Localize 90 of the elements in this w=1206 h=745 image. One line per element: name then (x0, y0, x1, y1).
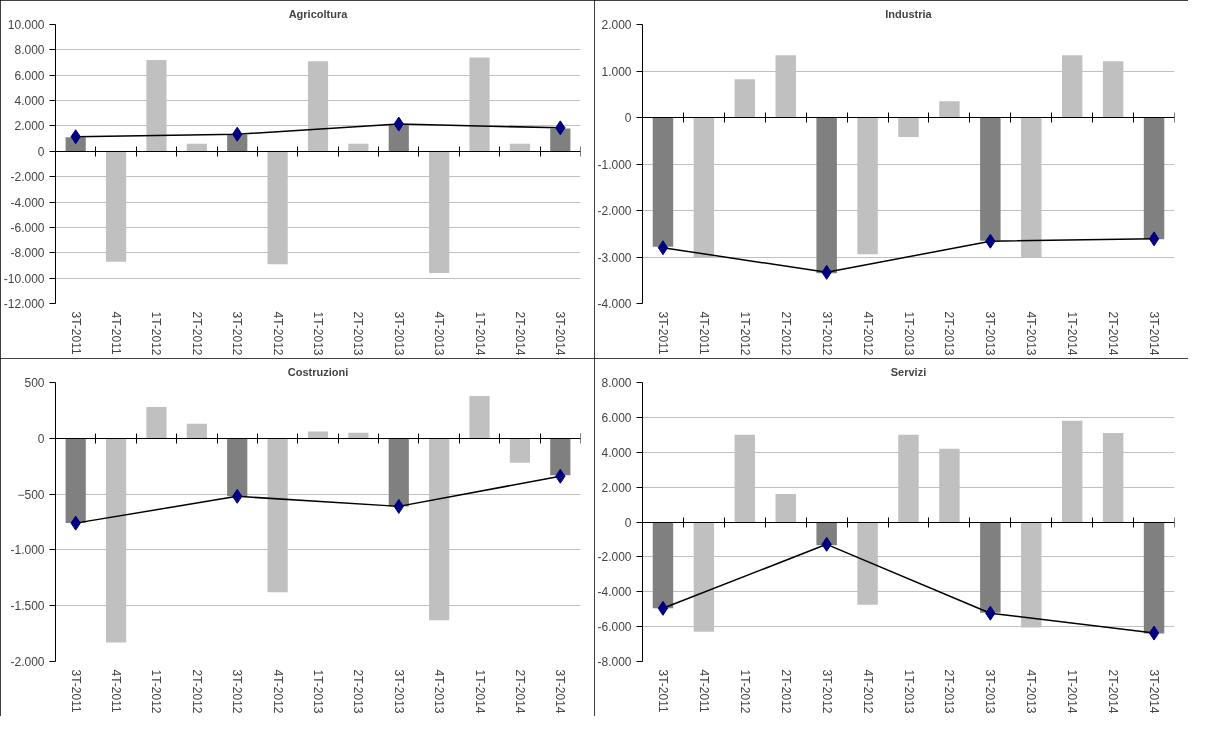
y-tick-label: 4.000 (601, 445, 632, 460)
y-tick-label: −500 (17, 487, 45, 502)
x-tick-label: 3T-2014 (1147, 669, 1162, 714)
y-tick-label: 0 (37, 144, 45, 159)
x-tick-label: 2T-2012 (189, 311, 204, 356)
chart-title: Agricoltura (288, 7, 349, 20)
x-tick-label: 3T-2011 (655, 311, 670, 355)
x-tick-label: 3T-2011 (655, 669, 670, 713)
x-tick-label: 1T-2014 (472, 669, 487, 714)
x-tick-label: 4T-2013 (1024, 669, 1039, 714)
x-tick-label: 1T-2013 (901, 311, 916, 356)
x-tick-label: 1T-2012 (737, 669, 752, 714)
x-tick-label: 1T-2012 (737, 311, 752, 356)
y-tick-label: 10.000 (7, 18, 45, 32)
y-tick-label: 500 (24, 376, 45, 390)
y-tick-label: 0 (624, 111, 632, 125)
x-tick-label: 3T-2011 (68, 669, 83, 713)
x-tick-label: 3T-2014 (553, 669, 568, 714)
x-tick-label: 2T-2012 (778, 311, 793, 356)
y-tick-label: -2.000 (597, 550, 632, 565)
y-tick-label: -6.000 (10, 220, 45, 235)
x-tick-label: 2T-2013 (942, 669, 957, 714)
x-tick-label: 2T-2014 (512, 669, 527, 714)
x-tick-label: 3T-2013 (391, 311, 406, 356)
x-tick-label: 3T-2012 (819, 311, 834, 356)
x-tick-label: 2T-2014 (512, 311, 527, 356)
x-tick-label: 3T-2014 (553, 311, 568, 356)
x-tick-label: 1T-2013 (901, 669, 916, 714)
y-tick-label: -10.000 (3, 271, 45, 286)
x-tick-label: 3T-2012 (819, 669, 834, 714)
x-tick-label: 1T-2014 (472, 311, 487, 356)
y-tick-label: 8.000 (14, 43, 45, 58)
x-tick-label: 3T-2013 (391, 669, 406, 714)
chart-title: Industria (885, 7, 933, 20)
y-tick-label: 0 (37, 431, 45, 446)
chart-title: Costruzioni (287, 365, 349, 378)
x-tick-label: 4T-2013 (432, 311, 447, 356)
x-tick-label: 3T-2011 (68, 311, 83, 355)
x-tick-label: 3T-2013 (983, 311, 998, 356)
y-tick-label: -4.000 (597, 585, 632, 600)
x-tick-label: 1T-2013 (311, 311, 325, 356)
y-tick-label: 0 (624, 515, 632, 530)
y-tick-label: -2.000 (597, 204, 632, 218)
y-tick-label: 6.000 (14, 68, 45, 83)
x-tick-label: 2T-2013 (351, 311, 366, 356)
x-tick-label: 4T-2013 (1024, 311, 1039, 356)
y-tick-label: 2.000 (601, 18, 632, 32)
x-tick-label: 1T-2012 (149, 311, 164, 356)
x-tick-label: 1T-2014 (1065, 311, 1080, 356)
x-tick-label: 2T-2013 (942, 311, 957, 356)
y-tick-label: -4.000 (597, 297, 632, 311)
x-tick-label: 4T-2012 (270, 669, 285, 714)
y-tick-label: 2.000 (14, 119, 45, 134)
y-tick-label: -8.000 (597, 655, 632, 669)
x-tick-label: 4T-2011 (696, 311, 711, 355)
y-tick-label: -2.000 (10, 170, 45, 185)
x-tick-label: 3T-2012 (230, 311, 245, 356)
x-tick-label: 4T-2011 (109, 311, 124, 355)
x-tick-label: 4T-2011 (109, 669, 124, 713)
y-tick-label: 2.000 (601, 480, 632, 495)
y-tick-label: 6.000 (601, 410, 632, 425)
x-tick-label: 3T-2013 (983, 669, 998, 714)
y-tick-label: -1.000 (10, 543, 45, 558)
y-tick-label: 4.000 (14, 94, 45, 109)
y-tick-label: -8.000 (10, 246, 45, 261)
x-tick-label: 1T-2014 (1065, 669, 1080, 714)
y-tick-label: -4.000 (10, 195, 45, 210)
x-tick-label: 2T-2013 (351, 669, 366, 714)
y-tick-label: -1.000 (597, 157, 632, 172)
y-tick-label: 1.000 (601, 64, 632, 79)
x-tick-label: 3T-2014 (1147, 311, 1162, 356)
x-tick-label: 3T-2012 (230, 669, 245, 714)
x-tick-label: 2T-2014 (1106, 669, 1121, 714)
x-tick-label: 4T-2013 (432, 669, 447, 714)
x-tick-label: 4T-2012 (860, 311, 875, 356)
y-tick-label: 8.000 (601, 376, 632, 390)
x-tick-label: 4T-2011 (696, 669, 711, 713)
x-tick-label: 1T-2013 (311, 669, 325, 714)
y-tick-label: -12.000 (3, 297, 45, 311)
x-tick-label: 2T-2012 (189, 669, 204, 714)
y-tick-label: -3.000 (597, 250, 632, 265)
x-tick-label: 2T-2012 (778, 669, 793, 714)
y-tick-label: -6.000 (597, 620, 632, 635)
chart-title: Servizi (890, 365, 927, 378)
x-tick-label: 4T-2012 (270, 311, 285, 356)
x-tick-label: 4T-2012 (860, 669, 875, 714)
x-tick-label: 2T-2014 (1106, 311, 1121, 356)
y-tick-label: -1.500 (10, 599, 45, 614)
x-tick-label: 1T-2012 (149, 669, 164, 714)
y-tick-label: -2.000 (10, 655, 45, 669)
